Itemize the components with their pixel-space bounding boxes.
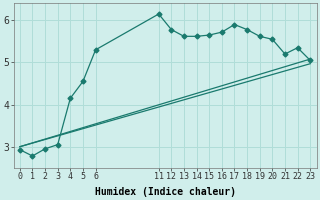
X-axis label: Humidex (Indice chaleur): Humidex (Indice chaleur) <box>94 186 236 197</box>
